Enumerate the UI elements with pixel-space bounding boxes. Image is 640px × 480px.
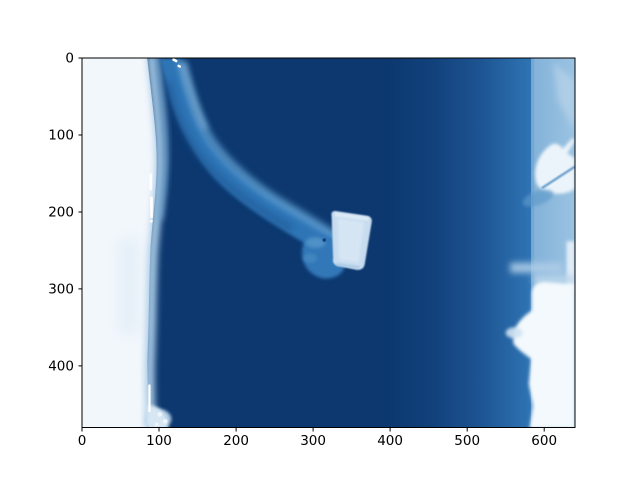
y-tick-label: 400 bbox=[48, 358, 74, 374]
hand-smudge bbox=[522, 189, 554, 207]
bottom-left-speck bbox=[157, 412, 163, 417]
bottom-left-speck bbox=[162, 419, 168, 424]
edge-speck bbox=[150, 196, 153, 219]
mug-bottom-edge bbox=[335, 262, 360, 269]
bottom-left-speck bbox=[154, 422, 159, 427]
x-tick-label: 0 bbox=[78, 433, 87, 449]
right-edge-sliver bbox=[566, 241, 575, 289]
plot-area bbox=[82, 58, 575, 428]
bottom-left-ragged-patch bbox=[146, 405, 169, 428]
left-inner-streak bbox=[118, 238, 140, 336]
y-tick-label: 200 bbox=[48, 205, 74, 221]
x-tick-label: 500 bbox=[454, 433, 480, 449]
mug-top-rim bbox=[334, 212, 369, 221]
y-tick-label: 100 bbox=[48, 128, 74, 144]
x-tick-label: 100 bbox=[146, 433, 172, 449]
y-tick-label: 300 bbox=[48, 281, 74, 297]
knuckle-highlight bbox=[303, 253, 317, 263]
x-tick-label: 300 bbox=[300, 433, 326, 449]
left-edge-fringe-outer bbox=[153, 58, 169, 221]
region-right-wall-gradient bbox=[386, 58, 532, 428]
right-bottom-white-patch bbox=[513, 281, 575, 428]
arm-highlight-bright bbox=[180, 62, 208, 130]
band-edge-line bbox=[531, 58, 535, 428]
knuckle-highlight bbox=[305, 237, 326, 249]
y-tick-label: 0 bbox=[65, 51, 74, 67]
right-pale-streak bbox=[510, 262, 563, 273]
edge-speck bbox=[149, 219, 153, 223]
x-tick-label: 200 bbox=[223, 433, 249, 449]
hand-slash-line bbox=[541, 165, 575, 190]
arm-top-speck bbox=[172, 58, 178, 63]
white-patch-wisp bbox=[505, 327, 523, 339]
left-edge-fringe bbox=[144, 58, 165, 428]
arm-top-speck bbox=[177, 64, 182, 68]
mug-inner-highlight bbox=[337, 218, 364, 263]
fist-dark-dot bbox=[322, 238, 327, 242]
x-tick-label: 600 bbox=[531, 433, 557, 449]
edge-speck bbox=[149, 173, 153, 191]
edge-speck bbox=[148, 384, 151, 413]
plot-border bbox=[81, 57, 576, 428]
x-tick-label: 400 bbox=[377, 433, 403, 449]
band-top-streak bbox=[553, 62, 575, 132]
arm-underside-shadow bbox=[164, 80, 294, 232]
white-patch-transition bbox=[533, 275, 575, 285]
right-hand-patch bbox=[535, 138, 575, 194]
